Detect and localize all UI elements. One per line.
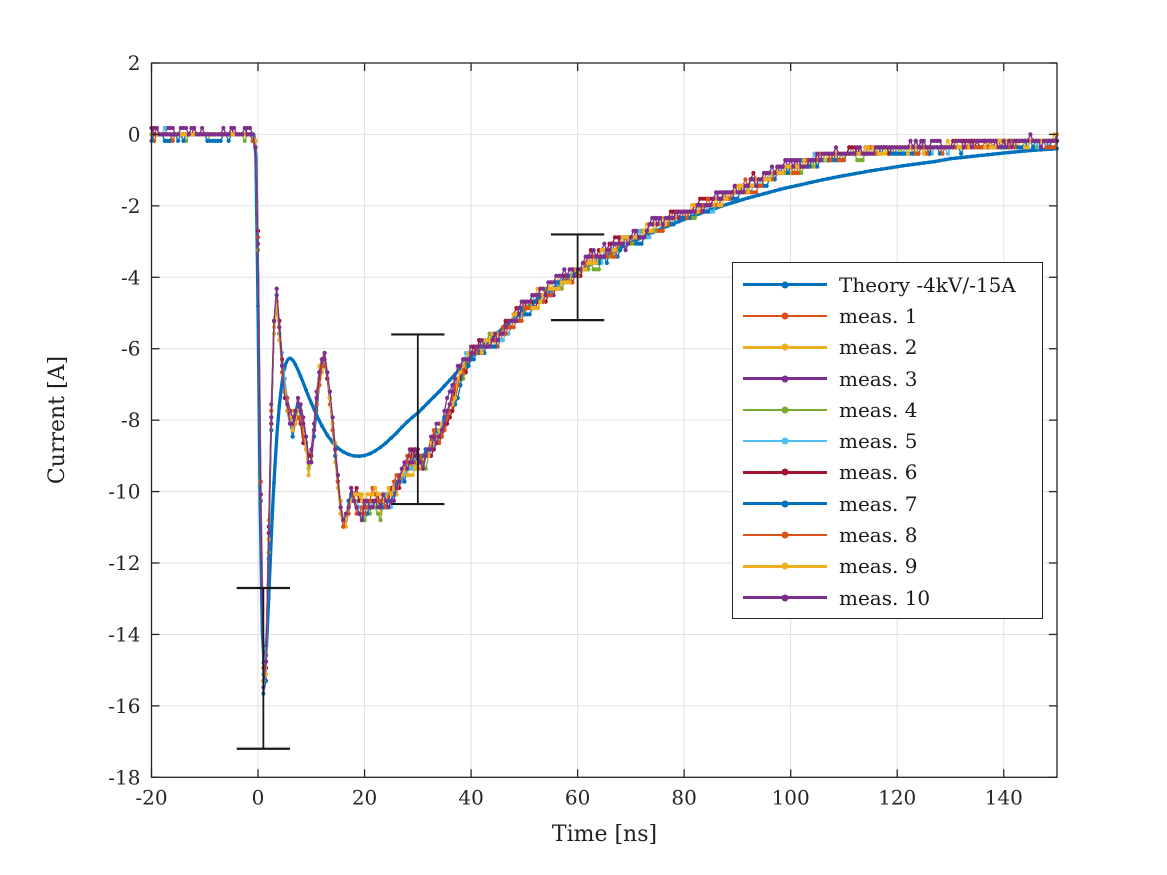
legend-entry: meas. 2: [733, 332, 1042, 363]
legend-entry: meas. 6: [733, 457, 1042, 488]
y-tick-label: -6: [121, 337, 140, 361]
legend-line-icon: [743, 468, 827, 476]
legend-line-icon: [743, 343, 827, 351]
x-tick-label: 120: [878, 785, 916, 809]
error-bar: [236, 586, 290, 750]
legend-entry-label: meas. 2: [839, 335, 918, 360]
legend-entry: meas. 3: [733, 363, 1042, 394]
x-tick-label: -20: [135, 785, 167, 809]
legend-entry-label: meas. 10: [839, 585, 931, 610]
legend-entry: meas. 4: [733, 394, 1042, 425]
y-tick-label: -2: [121, 194, 140, 218]
y-tick-label: -18: [108, 765, 140, 789]
legend-marker-icon: [781, 375, 789, 383]
legend-marker-icon: [781, 594, 789, 602]
x-tick-label: 140: [985, 785, 1023, 809]
legend-line-icon: [743, 500, 827, 508]
legend-entry: meas. 5: [733, 425, 1042, 456]
legend-entry-label: Theory -4kV/-15A: [839, 272, 1016, 297]
y-tick-label: -8: [121, 408, 140, 432]
legend-line-icon: [743, 594, 827, 602]
error-bar: [391, 333, 445, 506]
error-bars: [236, 233, 605, 750]
x-tick-label: 40: [458, 785, 483, 809]
y-tick-label: -14: [108, 622, 140, 646]
x-tick-label: 20: [352, 785, 377, 809]
measurement-series-10: [149, 125, 1060, 690]
legend-line-icon: [743, 562, 827, 570]
x-axis-label: Time [ns]: [552, 822, 657, 847]
legend-entry: meas. 1: [733, 300, 1042, 331]
x-tick-label: 100: [772, 785, 810, 809]
legend-marker-icon: [781, 281, 789, 289]
legend-entry-label: meas. 9: [839, 554, 918, 579]
legend-line-icon: [743, 375, 827, 383]
legend-entry: meas. 9: [733, 551, 1042, 582]
axes-box: [150, 62, 1058, 778]
legend-marker-icon: [781, 406, 789, 414]
data-series: [149, 125, 1060, 696]
legend-marker-icon: [781, 343, 789, 351]
legend-marker-icon: [781, 437, 789, 445]
legend-line-icon: [743, 406, 827, 414]
legend-line-icon: [743, 531, 827, 539]
legend-marker-icon: [781, 531, 789, 539]
legend-marker-icon: [781, 312, 789, 320]
legend-marker-icon: [781, 468, 789, 476]
y-axis-label: Current [A]: [45, 356, 70, 484]
legend-line-icon: [743, 312, 827, 320]
x-tick-label: 60: [565, 785, 590, 809]
legend-entry: meas. 8: [733, 519, 1042, 550]
legend-entry-label: meas. 3: [839, 366, 918, 391]
legend-entry-label: meas. 8: [839, 523, 918, 548]
x-tick-label: 0: [252, 785, 265, 809]
legend-marker-icon: [781, 500, 789, 508]
y-tick-label: -12: [108, 551, 140, 575]
legend-entry-label: meas. 7: [839, 491, 918, 516]
legend-entry: meas. 10: [733, 582, 1042, 613]
tick-labels: -20 0 20 40 60 80 100 120 14020-2-4-6-8-10-12-14…: [108, 51, 1023, 809]
legend-entry-label: meas. 4: [839, 397, 918, 422]
legend-line-icon: [743, 281, 827, 289]
legend-entry-label: meas. 6: [839, 460, 918, 485]
legend-entry-label: meas. 1: [839, 303, 918, 328]
legend-entry-label: meas. 5: [839, 429, 918, 454]
legend-entry: Theory -4kV/-15A: [733, 269, 1042, 300]
error-bar: [550, 233, 605, 322]
y-tick-label: 0: [128, 122, 141, 146]
y-tick-label: -16: [108, 694, 140, 718]
legend-marker-icon: [781, 562, 789, 570]
x-tick-label: 80: [671, 785, 696, 809]
legend-entry: meas. 7: [733, 488, 1042, 519]
y-tick-label: 2: [128, 51, 141, 75]
legend-line-icon: [743, 437, 827, 445]
y-tick-label: -10: [108, 480, 140, 504]
legend: Theory -4kV/-15A meas. 1 meas. 2 meas. 3 mea…: [732, 262, 1043, 620]
y-tick-label: -4: [121, 265, 140, 289]
